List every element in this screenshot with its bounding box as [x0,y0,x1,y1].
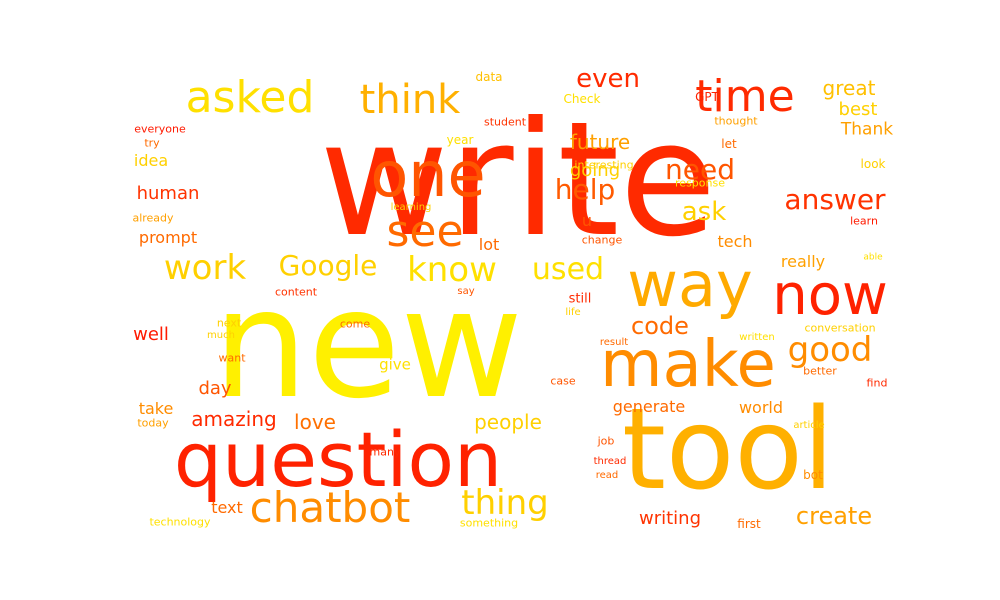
cloud-word-lot: lot [478,235,500,254]
cloud-word-today: today [137,416,169,430]
cloud-word-read: read [595,470,619,481]
cloud-word-u: u [581,211,593,230]
cloud-word-writing: writing [638,508,702,529]
cloud-word-ask: ask [681,197,727,227]
cloud-word-come: come [339,317,371,331]
cloud-word-change: change [581,233,623,247]
cloud-word-asked: asked [185,72,315,123]
cloud-word-student: student [483,115,527,129]
cloud-word-life: life [565,307,581,318]
cloud-word-well: well [133,324,169,345]
cloud-word-result: result [599,337,629,348]
cloud-word-create: create [795,502,873,530]
cloud-word-take: take [138,399,174,418]
cloud-word-check: Check [563,92,601,106]
cloud-word-world: world [738,398,784,417]
cloud-word-work: work [163,248,247,288]
cloud-word-great: great [822,76,876,100]
cloud-word-love: love [294,410,336,434]
cloud-word-chatbot: chatbot [249,483,411,532]
cloud-word-thing: thing [461,483,549,523]
cloud-word-google: Google [278,249,378,282]
cloud-word-help: help [554,173,616,206]
cloud-word-able: able [863,252,883,263]
cloud-word-say: say [457,286,475,297]
cloud-word-first: first [737,517,761,531]
cloud-word-want: want [218,351,246,365]
cloud-word-let: let [721,137,737,151]
cloud-word-try: try [144,136,160,150]
cloud-word-learn: learn [850,214,878,228]
cloud-word-people: people [474,410,542,434]
cloud-word-used: used [531,252,605,287]
cloud-word-find: find [866,376,888,390]
cloud-word-future: future [569,130,631,154]
cloud-word-time: time [695,71,795,122]
cloud-word-interesting: interesting [574,158,634,172]
cloud-word-text: text [211,498,243,517]
cloud-word-going: going [569,160,621,181]
cloud-word-generate: generate [612,397,686,416]
cloud-word-something: something [459,516,519,530]
cloud-word-idea: idea [133,151,169,170]
cloud-word-way: way [627,248,753,321]
cloud-word-job: job [597,434,615,448]
cloud-word-think: think [359,77,461,123]
cloud-word-amazing: amazing [191,407,277,431]
cloud-word-day: day [198,378,232,399]
cloud-word-really: really [780,252,826,271]
cloud-word-make: make [600,328,776,402]
cloud-word-case: case [550,374,576,388]
cloud-word-tech: tech [717,232,753,251]
cloud-word-good: good [787,330,873,370]
cloud-word-thought: thought [714,114,758,128]
cloud-word-tool: tool [621,385,835,515]
cloud-word-gpt: GPT [695,90,719,104]
cloud-word-still: still [568,291,592,307]
cloud-word-see: see [386,206,464,257]
cloud-word-answer: answer [784,183,886,216]
cloud-word-one: one [370,138,486,211]
cloud-word-even: even [576,64,640,94]
cloud-word-give: give [379,355,411,374]
cloud-word-next: next [216,316,242,330]
cloud-word-learning: learning [390,202,432,213]
cloud-word-new: new [212,258,524,432]
cloud-word-now: now [772,263,888,328]
cloud-word-written: written [739,332,775,343]
cloud-word-look: look [860,157,886,171]
cloud-word-everyone: everyone [134,122,186,136]
cloud-word-article: article [793,420,825,431]
cloud-word-content: content [274,285,318,299]
cloud-word-much: much [207,330,235,341]
cloud-word-thread: thread [593,456,627,467]
cloud-word-know: know [407,250,497,290]
cloud-word-bot: bot [803,468,823,482]
cloud-word-already: already [132,211,174,225]
cloud-word-code: code [631,312,689,340]
cloud-word-year: year [446,133,474,147]
cloud-word-technology: technology [149,515,211,529]
cloud-word-best: best [838,99,878,120]
cloud-word-write: write [319,88,717,272]
cloud-word-many: many [369,445,401,459]
cloud-word-data: data [475,70,503,84]
cloud-word-conversation: conversation [804,321,876,335]
cloud-word-better: better [803,364,837,378]
cloud-word-response: response [675,176,725,190]
cloud-word-thank: Thank [840,119,894,140]
cloud-word-need: need [665,153,735,186]
cloud-word-question: question [173,415,503,504]
cloud-word-prompt: prompt [138,228,198,247]
cloud-word-human: human [136,183,200,204]
